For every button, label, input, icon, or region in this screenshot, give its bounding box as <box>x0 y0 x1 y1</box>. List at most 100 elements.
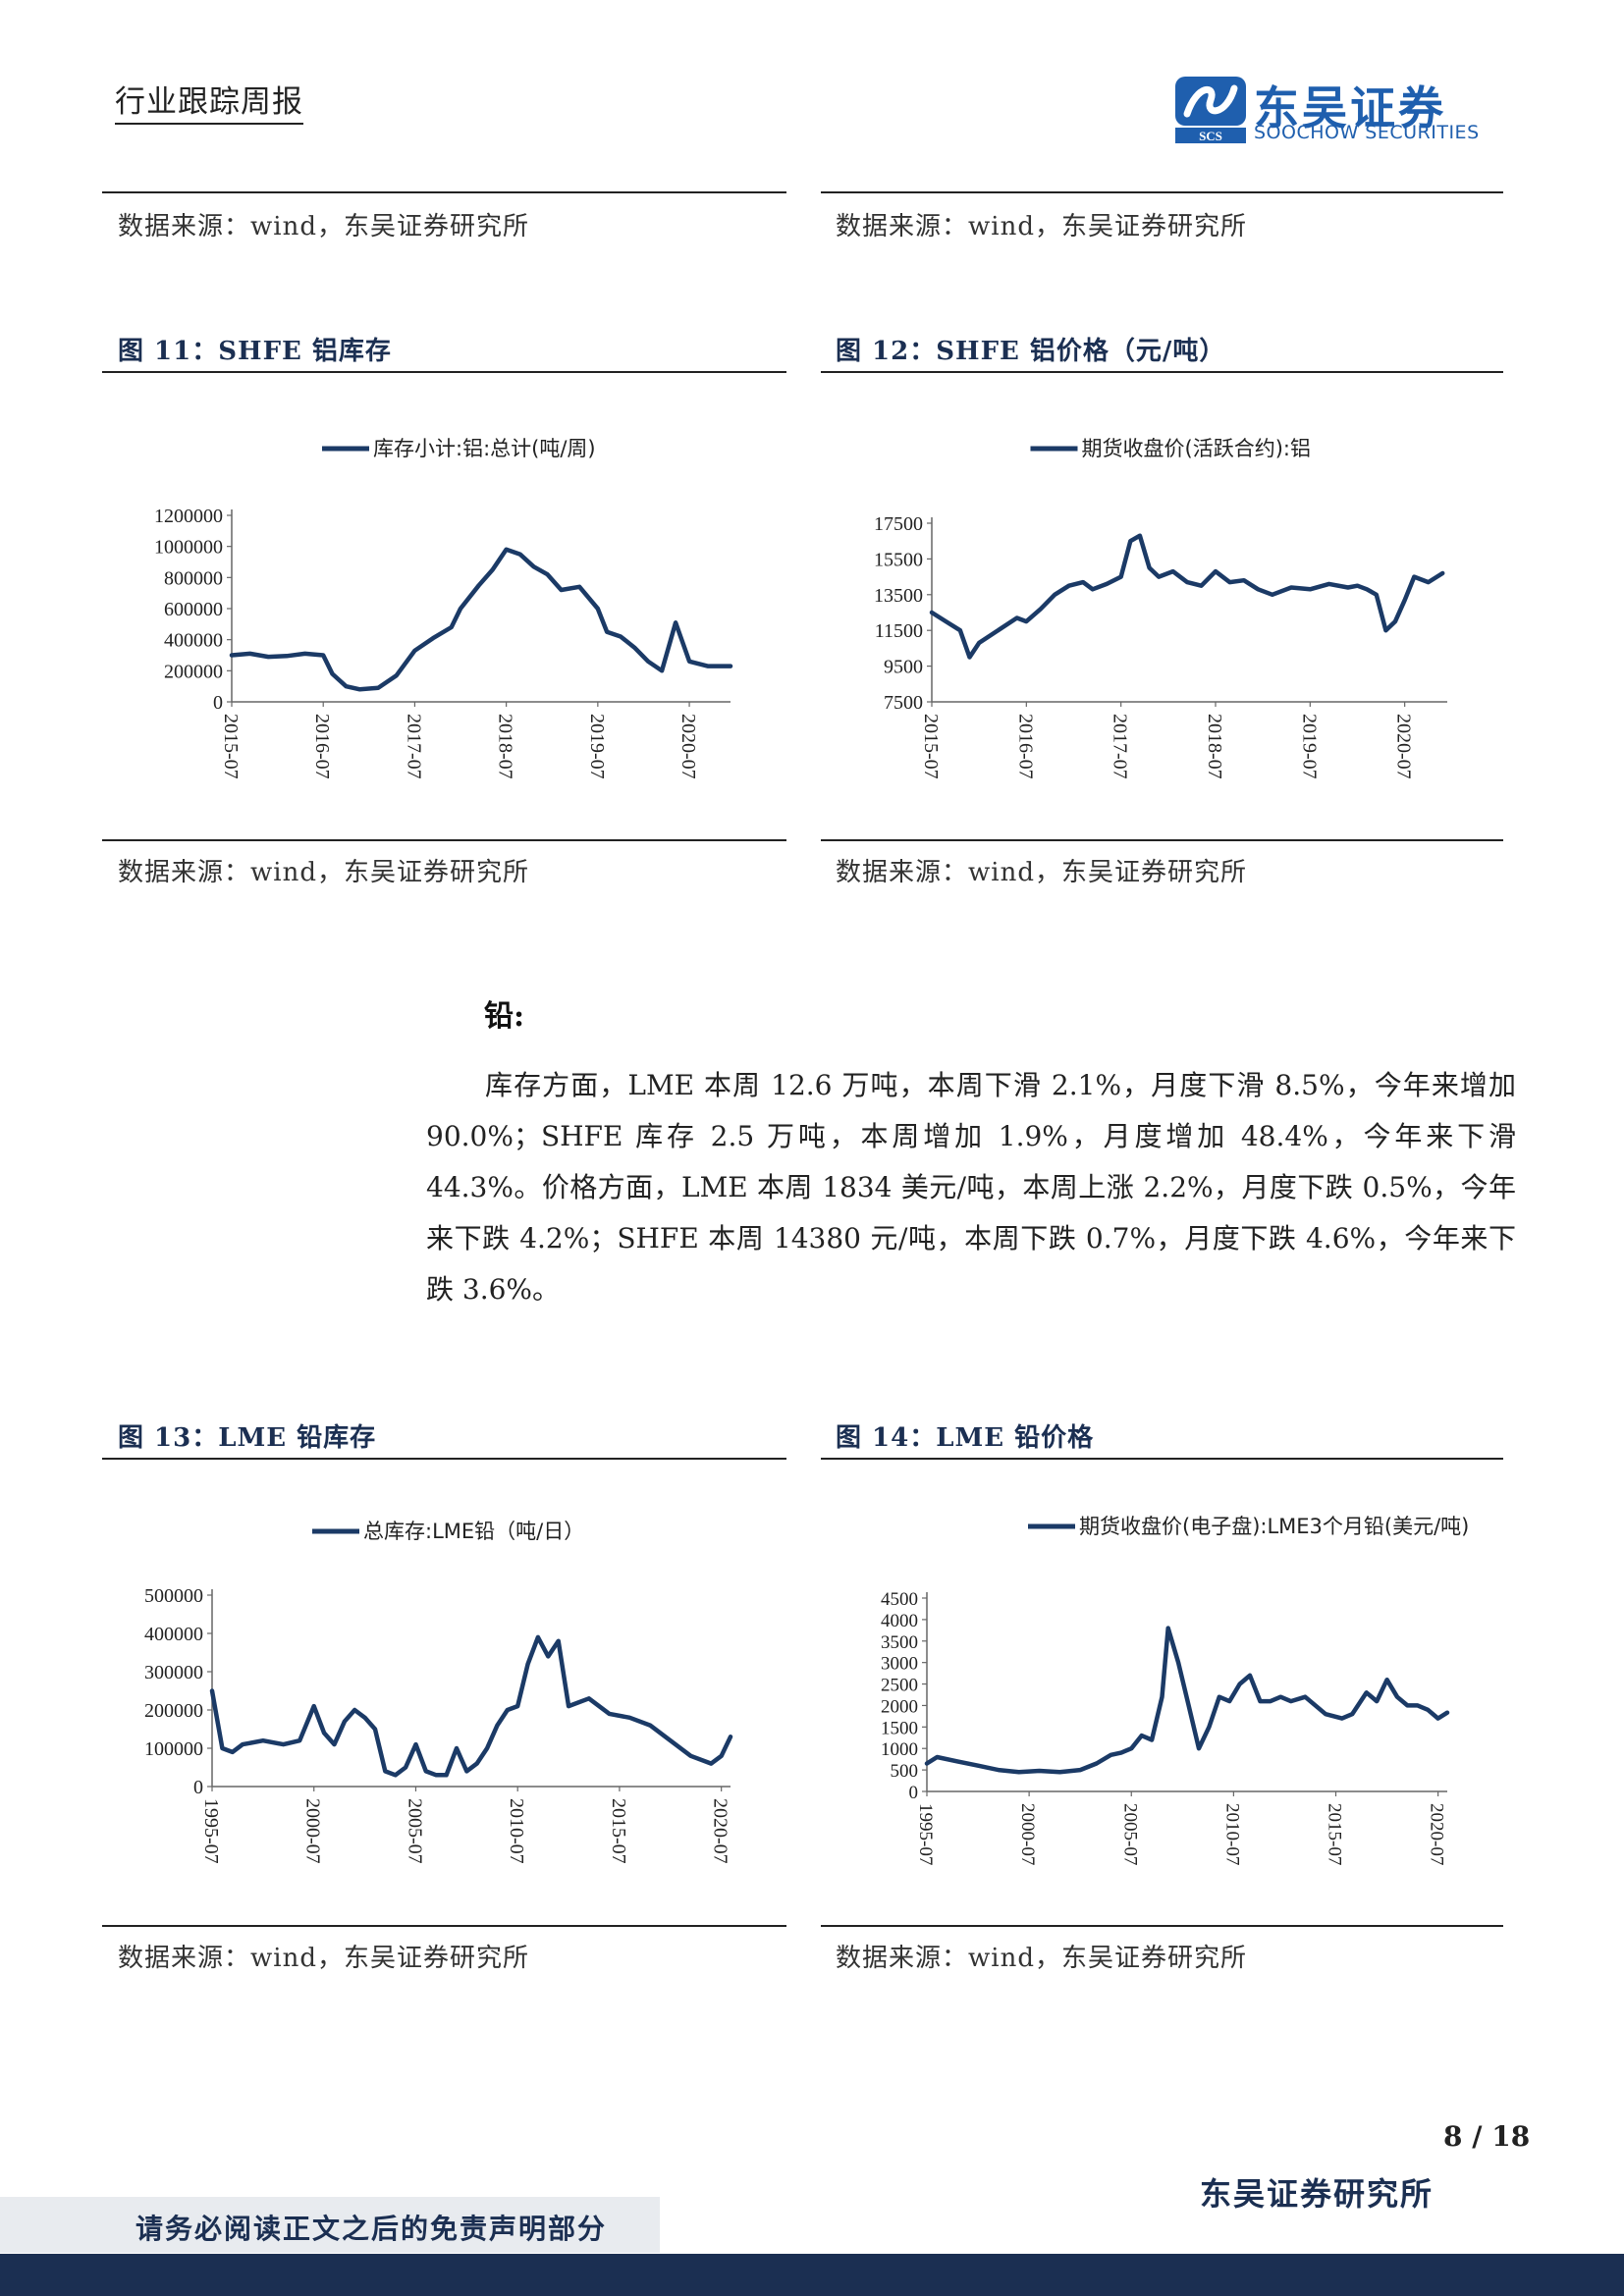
legend-label: 总库存:LME铅（吨/日） <box>363 1520 584 1543</box>
x-tick-label: 2019-07 <box>1298 714 1320 779</box>
x-tick-label: 2005-07 <box>1119 1803 1140 1865</box>
x-tick-label: 2018-07 <box>1204 714 1225 779</box>
y-tick-label: 11500 <box>875 620 923 642</box>
logo: SCS 东吴证券 SOOCHOW SECURITIES <box>1173 69 1507 147</box>
y-tick-label: 13500 <box>874 585 923 607</box>
x-tick-label: 1995-07 <box>200 1798 222 1864</box>
source-note: 数据来源：wind，东吴证券研究所 <box>836 1944 1247 1973</box>
figure-title: 图 13：LME 铅库存 <box>118 1423 377 1453</box>
section-paragraph: 库存方面，LME 本周 12.6 万吨，本周下滑 2.1%，月度下滑 8.5%，… <box>426 1069 1516 1306</box>
series-line <box>929 533 1445 660</box>
y-tick-label: 500000 <box>144 1585 203 1607</box>
chart-fig11: 库存小计:铝:总计(吨/周) 0 200000 400000 600000 800000 1… <box>154 437 733 779</box>
source-note: 数据来源：wind，东吴证券研究所 <box>836 212 1247 241</box>
x-tick-label: 2020-07 <box>1427 1803 1447 1865</box>
x-tick-label: 2019-07 <box>586 714 608 779</box>
institute-name: 东吴证券研究所 <box>1200 2175 1435 2213</box>
y-tick-label: 15500 <box>874 549 923 570</box>
chart-fig13: 总库存:LME铅（吨/日） 0 100000 200000 300000 400000 50… <box>144 1520 733 1864</box>
source-note: 数据来源：wind，东吴证券研究所 <box>836 858 1247 887</box>
y-tick-label: 17500 <box>874 513 923 535</box>
divider <box>821 839 1503 841</box>
chart-fig14: 期货收盘价(电子盘):LME3个月铅(美元/吨)0500100015002000… <box>881 1515 1469 1865</box>
logo-en-text: SOOCHOW SECURITIES <box>1254 122 1480 143</box>
x-tick-label: 2017-07 <box>1110 714 1131 779</box>
y-tick-label: 1200000 <box>154 506 223 527</box>
y-tick-label: 1000 <box>881 1739 918 1760</box>
divider <box>102 1925 786 1927</box>
y-tick-label: 1500 <box>881 1718 918 1738</box>
y-tick-label: 200000 <box>144 1700 203 1722</box>
figure-title: 图 14：LME 铅价格 <box>836 1423 1095 1453</box>
y-tick-label: 0 <box>193 1777 203 1798</box>
x-tick-label: 2000-07 <box>1017 1803 1038 1865</box>
y-tick-label: 2000 <box>881 1696 918 1717</box>
y-tick-label: 4500 <box>881 1589 918 1610</box>
y-tick-label: 2500 <box>881 1676 918 1696</box>
x-tick-label: 2010-07 <box>506 1798 527 1864</box>
y-tick-label: 4000 <box>881 1611 918 1631</box>
x-tick-label: 2010-07 <box>1221 1803 1242 1865</box>
x-tick-label: 2015-07 <box>1325 1803 1345 1865</box>
source-note: 数据来源：wind，东吴证券研究所 <box>118 212 529 241</box>
y-tick-label: 300000 <box>144 1662 203 1683</box>
divider <box>102 1458 786 1460</box>
y-tick-label: 3500 <box>881 1632 918 1653</box>
divider <box>102 371 786 373</box>
source-note: 数据来源：wind，东吴证券研究所 <box>118 858 529 887</box>
report-type-title: 行业跟踪周报 <box>115 77 303 125</box>
x-tick-label: 2020-07 <box>677 714 699 779</box>
x-tick-label: 2016-07 <box>311 714 333 779</box>
x-tick-label: 1995-07 <box>915 1803 936 1865</box>
chart-legend: 期货收盘价(电子盘):LME3个月铅(美元/吨) <box>1028 1515 1469 1538</box>
y-tick-label: 600000 <box>164 599 223 620</box>
series-line <box>209 1634 733 1778</box>
y-tick-label: 200000 <box>164 661 223 682</box>
series-line <box>924 1626 1450 1775</box>
chart-fig12: 期货收盘价(活跃合约):铝 7500 9500 11500 13500 15500 1750… <box>874 437 1447 779</box>
y-tick-label: 3000 <box>881 1654 918 1675</box>
logo-mark-icon: SCS <box>1175 77 1246 143</box>
x-tick-label: 2015-07 <box>608 1798 629 1864</box>
disclaimer-bar <box>0 2197 660 2253</box>
chart-legend: 期货收盘价(活跃合约):铝 <box>1030 437 1311 460</box>
x-tick-label: 2015-07 <box>920 714 942 779</box>
y-tick-label: 400000 <box>164 630 223 652</box>
chart-legend: 库存小计:铝:总计(吨/周) <box>322 437 596 460</box>
y-tick-label: 0 <box>213 692 223 714</box>
x-tick-label: 2018-07 <box>495 714 516 779</box>
figure-title: 图 11：SHFE 铝库存 <box>118 337 392 366</box>
x-tick-label: 2016-07 <box>1014 714 1036 779</box>
y-tick-label: 9500 <box>884 657 923 678</box>
y-tick-label: 100000 <box>144 1738 203 1760</box>
y-tick-label: 1000000 <box>154 537 223 559</box>
y-tick-label: 0 <box>909 1783 919 1803</box>
y-tick-label: 400000 <box>144 1624 203 1645</box>
section-heading: 铅: <box>484 999 525 1034</box>
source-note: 数据来源：wind，东吴证券研究所 <box>118 1944 529 1973</box>
divider <box>821 1925 1503 1927</box>
x-tick-label: 2017-07 <box>403 714 424 779</box>
divider <box>821 371 1503 373</box>
divider <box>821 191 1503 193</box>
y-tick-label: 500 <box>891 1761 919 1782</box>
page-number: 8 / 18 <box>1443 2120 1531 2153</box>
figure-title: 图 12：SHFE 铝价格（元/吨） <box>836 337 1226 366</box>
x-tick-label: 2000-07 <box>302 1798 324 1864</box>
legend-label: 期货收盘价(电子盘):LME3个月铅(美元/吨) <box>1079 1515 1469 1538</box>
y-tick-label: 800000 <box>164 567 223 589</box>
divider <box>821 1458 1503 1460</box>
x-tick-label: 2020-07 <box>1393 714 1415 779</box>
disclaimer-text: 请务必阅读正文之后的免责声明部分 <box>135 2213 608 2245</box>
series-line <box>229 547 733 692</box>
logo-cn-text: 东吴证券 <box>1254 81 1446 134</box>
y-tick-label: 7500 <box>884 692 923 714</box>
logo-mark-text: SCS <box>1199 129 1222 143</box>
footer-bar <box>0 2254 1624 2296</box>
legend-label: 期货收盘价(活跃合约):铝 <box>1082 437 1311 460</box>
divider <box>102 839 786 841</box>
divider <box>102 191 786 193</box>
x-tick-label: 2015-07 <box>220 714 242 779</box>
legend-label: 库存小计:铝:总计(吨/周) <box>373 437 596 460</box>
x-tick-label: 2020-07 <box>710 1798 731 1864</box>
